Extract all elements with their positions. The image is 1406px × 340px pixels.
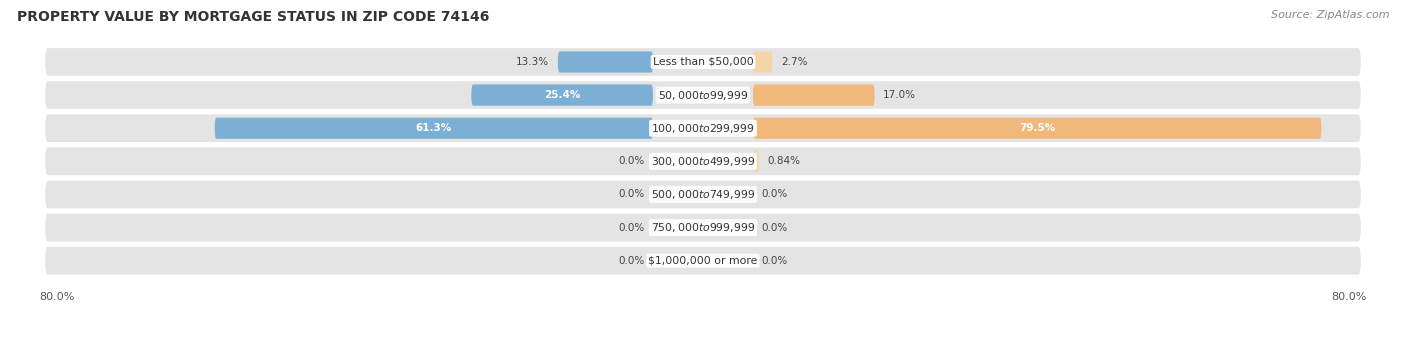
Text: $300,000 to $499,999: $300,000 to $499,999 bbox=[651, 155, 755, 168]
Text: Less than $50,000: Less than $50,000 bbox=[652, 57, 754, 67]
Text: 0.0%: 0.0% bbox=[762, 223, 787, 233]
Text: 0.0%: 0.0% bbox=[619, 223, 644, 233]
FancyBboxPatch shape bbox=[754, 51, 772, 72]
Text: 0.0%: 0.0% bbox=[762, 256, 787, 266]
Text: 0.0%: 0.0% bbox=[619, 156, 644, 166]
FancyBboxPatch shape bbox=[471, 85, 652, 106]
Text: 2.7%: 2.7% bbox=[780, 57, 807, 67]
Text: Source: ZipAtlas.com: Source: ZipAtlas.com bbox=[1271, 10, 1389, 20]
FancyBboxPatch shape bbox=[45, 114, 1361, 142]
FancyBboxPatch shape bbox=[45, 214, 1361, 241]
Text: 80.0%: 80.0% bbox=[39, 292, 75, 302]
FancyBboxPatch shape bbox=[45, 181, 1361, 208]
FancyBboxPatch shape bbox=[754, 85, 875, 106]
FancyBboxPatch shape bbox=[45, 48, 1361, 76]
Text: 25.4%: 25.4% bbox=[544, 90, 581, 100]
Text: $100,000 to $299,999: $100,000 to $299,999 bbox=[651, 122, 755, 135]
Text: PROPERTY VALUE BY MORTGAGE STATUS IN ZIP CODE 74146: PROPERTY VALUE BY MORTGAGE STATUS IN ZIP… bbox=[17, 10, 489, 24]
FancyBboxPatch shape bbox=[215, 118, 652, 139]
Text: 79.5%: 79.5% bbox=[1019, 123, 1056, 133]
Text: $500,000 to $749,999: $500,000 to $749,999 bbox=[651, 188, 755, 201]
FancyBboxPatch shape bbox=[754, 118, 1322, 139]
Text: 0.0%: 0.0% bbox=[619, 189, 644, 200]
Text: 80.0%: 80.0% bbox=[1331, 292, 1367, 302]
Text: 61.3%: 61.3% bbox=[416, 123, 451, 133]
FancyBboxPatch shape bbox=[558, 51, 652, 72]
FancyBboxPatch shape bbox=[45, 247, 1361, 275]
Text: 13.3%: 13.3% bbox=[516, 57, 550, 67]
FancyBboxPatch shape bbox=[45, 81, 1361, 109]
Text: 0.0%: 0.0% bbox=[619, 256, 644, 266]
FancyBboxPatch shape bbox=[45, 148, 1361, 175]
Text: $50,000 to $99,999: $50,000 to $99,999 bbox=[658, 89, 748, 102]
Text: 0.84%: 0.84% bbox=[768, 156, 800, 166]
Text: 0.0%: 0.0% bbox=[762, 189, 787, 200]
FancyBboxPatch shape bbox=[754, 151, 759, 172]
Text: $1,000,000 or more: $1,000,000 or more bbox=[648, 256, 758, 266]
Text: 17.0%: 17.0% bbox=[883, 90, 917, 100]
Text: $750,000 to $999,999: $750,000 to $999,999 bbox=[651, 221, 755, 234]
